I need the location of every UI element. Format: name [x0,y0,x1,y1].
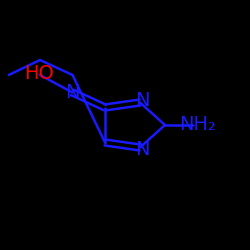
Text: HO: HO [24,64,54,83]
Text: NH₂: NH₂ [179,116,216,134]
Text: N: N [135,91,149,110]
Text: N: N [65,83,80,102]
Text: N: N [135,140,149,159]
